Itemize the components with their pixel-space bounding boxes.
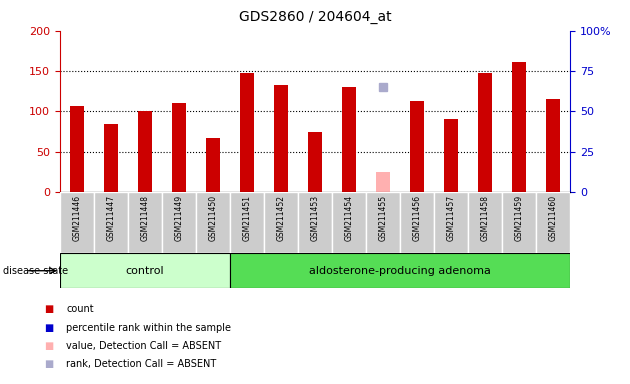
Bar (546, 99, 560, 192)
Bar (478, 73, 492, 192)
Text: GSM211452: GSM211452 (277, 195, 285, 241)
Bar (274, 85, 288, 192)
Text: disease state: disease state (3, 266, 68, 276)
Text: GSM211454: GSM211454 (345, 195, 353, 241)
Bar (138, 111, 152, 192)
Text: GDS2860 / 204604_at: GDS2860 / 204604_at (239, 10, 391, 23)
Bar (240, 73, 254, 192)
Bar (230, 192, 264, 253)
Text: ■: ■ (44, 304, 54, 314)
Bar (366, 192, 400, 253)
Text: control: control (125, 266, 164, 276)
Text: GSM211448: GSM211448 (140, 195, 149, 241)
Text: ■: ■ (44, 323, 54, 333)
Bar (104, 124, 118, 192)
Text: percentile rank within the sample: percentile rank within the sample (66, 323, 231, 333)
Text: value, Detection Call = ABSENT: value, Detection Call = ABSENT (66, 341, 221, 351)
Bar (298, 192, 332, 253)
Text: GSM211449: GSM211449 (175, 195, 183, 241)
Bar (376, 172, 390, 192)
Bar (196, 192, 230, 253)
Text: GSM211451: GSM211451 (243, 195, 251, 241)
Bar (230, 253, 570, 288)
Bar (342, 87, 356, 192)
Bar (264, 192, 298, 253)
Text: ■: ■ (44, 341, 54, 351)
Bar (512, 62, 526, 192)
Bar (206, 138, 220, 192)
Text: count: count (66, 304, 94, 314)
Bar (444, 119, 458, 192)
Text: GSM211460: GSM211460 (549, 195, 558, 241)
Bar (60, 192, 94, 253)
Bar (308, 131, 322, 192)
Bar (410, 101, 424, 192)
Bar (400, 192, 434, 253)
Bar (172, 103, 186, 192)
Text: ■: ■ (44, 359, 54, 369)
Text: GSM211447: GSM211447 (106, 195, 115, 241)
Bar (468, 192, 502, 253)
Text: aldosterone-producing adenoma: aldosterone-producing adenoma (309, 266, 491, 276)
Text: GSM211458: GSM211458 (481, 195, 490, 241)
Bar (70, 106, 84, 192)
Bar (162, 192, 196, 253)
Bar (502, 192, 536, 253)
Text: rank, Detection Call = ABSENT: rank, Detection Call = ABSENT (66, 359, 216, 369)
Text: GSM211459: GSM211459 (515, 195, 524, 241)
Bar (332, 192, 366, 253)
Bar (60, 253, 230, 288)
Bar (536, 192, 570, 253)
Bar (128, 192, 162, 253)
Bar (94, 192, 128, 253)
Text: GSM211455: GSM211455 (379, 195, 387, 241)
Text: GSM211457: GSM211457 (447, 195, 455, 241)
Text: GSM211450: GSM211450 (209, 195, 217, 241)
Bar (434, 192, 468, 253)
Text: GSM211446: GSM211446 (72, 195, 81, 241)
Text: GSM211456: GSM211456 (413, 195, 421, 241)
Text: GSM211453: GSM211453 (311, 195, 319, 241)
